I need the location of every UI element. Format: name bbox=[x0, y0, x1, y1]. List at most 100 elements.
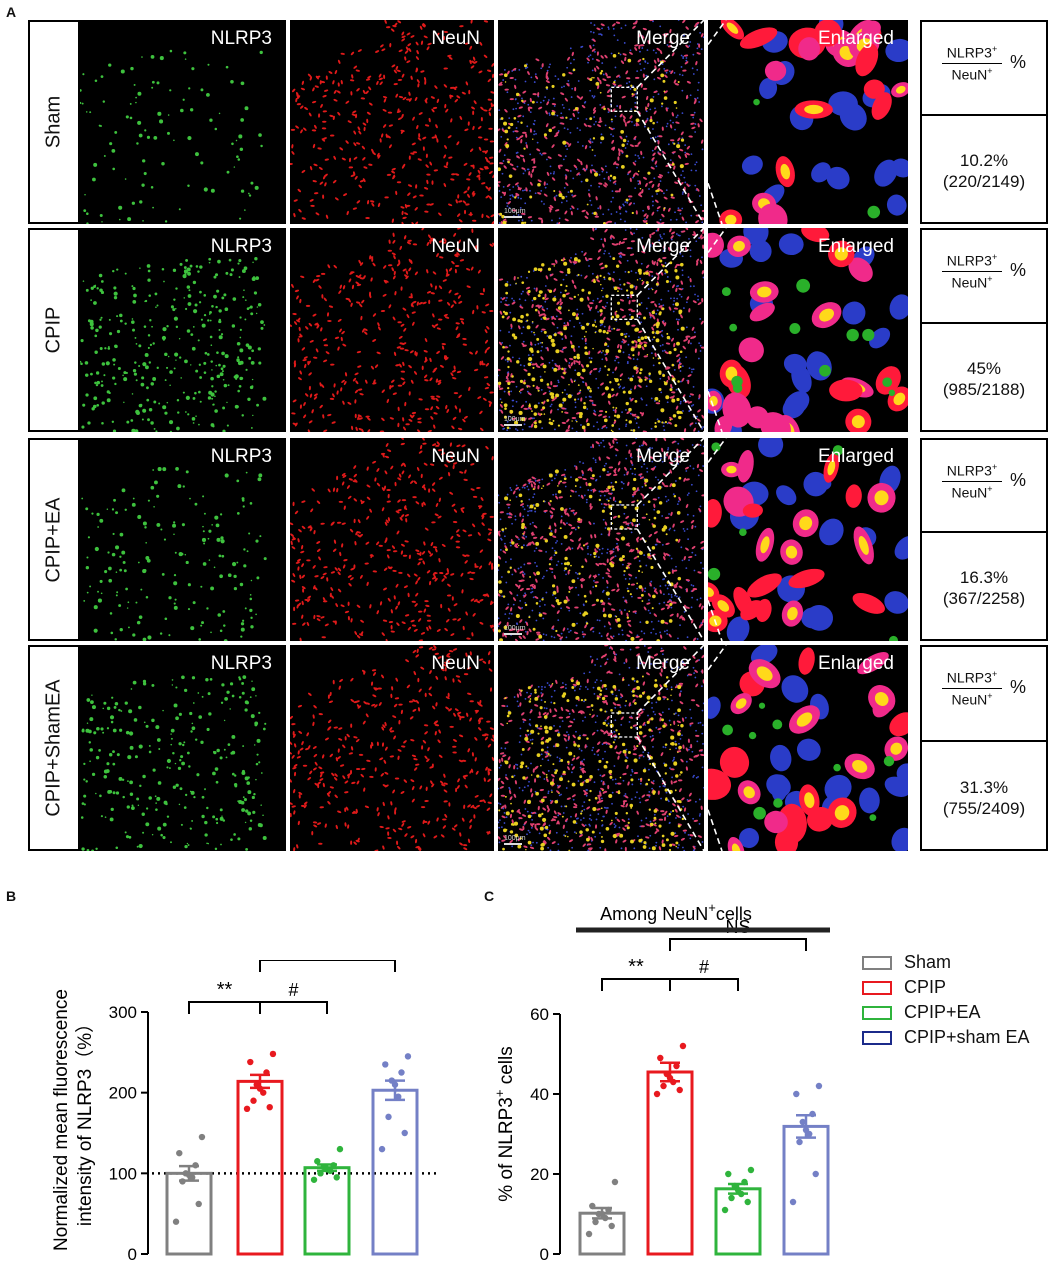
legend-swatch bbox=[862, 1006, 892, 1020]
channel-label: NeuN bbox=[431, 236, 480, 257]
micrograph-texture bbox=[498, 228, 704, 432]
data-point bbox=[605, 1206, 612, 1214]
channel-label: NeuN bbox=[431, 653, 480, 674]
micrograph-texture bbox=[719, 20, 908, 224]
data-point bbox=[602, 1214, 609, 1222]
y-axis-label: intensity of NLRP3（%） bbox=[74, 1014, 96, 1226]
group-label-box: Sham bbox=[28, 20, 80, 224]
data-point bbox=[793, 1090, 800, 1098]
micrograph-texture bbox=[290, 438, 494, 641]
data-point bbox=[660, 1082, 667, 1090]
y-tick-label: 60 bbox=[530, 1005, 549, 1024]
ratio-numerator: NLRP3+ bbox=[942, 252, 1002, 272]
group-label: Sham bbox=[42, 95, 65, 149]
ratio-fraction: NLRP3+ NeuN+ bbox=[942, 669, 1002, 707]
y-axis-label: Normalized mean fluorescence bbox=[51, 989, 72, 1251]
ratio-den-text: NeuN bbox=[951, 66, 988, 83]
ratio-fraction: NLRP3+ NeuN+ bbox=[942, 252, 1002, 290]
ratio-formula-box: NLRP3+ NeuN+% bbox=[920, 228, 1048, 324]
significance-label: # bbox=[699, 957, 709, 977]
bar bbox=[782, 1124, 830, 1256]
y-tick-label: 20 bbox=[530, 1165, 549, 1184]
group-label: CPIP+EA bbox=[42, 496, 65, 583]
ratio-den-sup: + bbox=[987, 273, 993, 284]
micrograph-texture bbox=[290, 228, 494, 432]
data-point bbox=[243, 1105, 251, 1112]
data-point bbox=[812, 1170, 819, 1178]
scale-bar: 100μm bbox=[504, 208, 526, 218]
data-point bbox=[378, 1145, 386, 1153]
merge-image: Merge 100μm bbox=[498, 228, 704, 432]
y-axis-label: % of NLRP3+ cells bbox=[492, 1046, 517, 1201]
micrograph-texture bbox=[498, 438, 704, 641]
data-point bbox=[789, 1198, 797, 1206]
chart-title: Among NeuN+cells bbox=[600, 900, 752, 924]
panel-c-letter: C bbox=[484, 888, 495, 904]
group-label-box: CPIP bbox=[28, 228, 80, 432]
ratio-unit: % bbox=[1010, 260, 1027, 280]
zoom-guide-lines bbox=[708, 645, 727, 851]
micrograph-texture bbox=[498, 20, 704, 224]
ratio-fraction: NLRP3+ NeuN+ bbox=[942, 462, 1002, 500]
ratio-num-sup: + bbox=[991, 44, 998, 54]
channel-label: Merge bbox=[636, 446, 690, 467]
data-point bbox=[738, 1190, 745, 1198]
data-point bbox=[179, 1178, 186, 1185]
ratio-unit: % bbox=[1010, 677, 1027, 697]
y-tick-label: 100 bbox=[109, 1164, 137, 1183]
data-point bbox=[815, 1082, 823, 1090]
data-point bbox=[395, 1093, 402, 1100]
ratio-numerator: NLRP3+ bbox=[942, 669, 1002, 689]
data-point bbox=[385, 1113, 392, 1121]
y-tick-label: 300 bbox=[109, 1003, 137, 1022]
zoom-guide-lines bbox=[708, 228, 727, 432]
channel-label: NeuN bbox=[431, 28, 480, 49]
y-tick-label: 200 bbox=[109, 1084, 137, 1103]
channel-label: Merge bbox=[636, 28, 690, 49]
data-point bbox=[247, 1058, 254, 1066]
legend-label: CPIP+EA bbox=[904, 1002, 981, 1022]
data-point bbox=[266, 1103, 273, 1111]
micrograph-texture bbox=[290, 20, 494, 224]
micrograph-texture bbox=[498, 645, 704, 851]
significance-bracket bbox=[669, 978, 739, 991]
ratio-percent: 45% bbox=[966, 359, 1002, 378]
data-point bbox=[333, 1174, 340, 1181]
data-point bbox=[611, 1178, 619, 1186]
significance-label: ** bbox=[628, 956, 644, 978]
data-point bbox=[269, 1050, 277, 1058]
data-point bbox=[728, 1194, 735, 1202]
data-point bbox=[382, 1061, 389, 1068]
significance-bracket bbox=[188, 1001, 261, 1014]
data-point bbox=[676, 1086, 683, 1094]
ratio-den-sup: + bbox=[987, 483, 993, 494]
scale-bar-label: 100μm bbox=[504, 416, 526, 423]
scale-bar: 100μm bbox=[504, 625, 526, 635]
ratio-formula-box: NLRP3+ NeuN+% bbox=[920, 438, 1048, 533]
ratio-num-text: NLRP3 bbox=[946, 44, 992, 61]
channel-label: Enlarged bbox=[817, 446, 894, 467]
channel-label: NLRP3 bbox=[210, 28, 272, 49]
micrograph-texture bbox=[290, 645, 494, 851]
data-point bbox=[192, 1162, 199, 1169]
legend-label: Sham bbox=[904, 952, 952, 972]
ratio-num-sup: + bbox=[991, 669, 998, 679]
channel-label: NLRP3 bbox=[210, 446, 272, 467]
scale-bar: 100μm bbox=[504, 416, 526, 426]
data-point bbox=[653, 1090, 661, 1098]
data-point bbox=[263, 1069, 270, 1076]
data-point bbox=[741, 1178, 748, 1186]
enlarged-image: Enlarged bbox=[708, 645, 908, 851]
ratio-denominator: NeuN+ bbox=[942, 689, 1002, 708]
legend-label: CPIP bbox=[904, 977, 947, 997]
data-point bbox=[670, 1078, 677, 1086]
ratio-percent: 16.3% bbox=[959, 568, 1009, 587]
ratio-formula-box: NLRP3+ NeuN+% bbox=[920, 20, 1048, 116]
image-row: CPIP+ShamEA NLRP3 NeuN Merge 100μm Enlarged NL… bbox=[28, 645, 1052, 851]
channel-label: Enlarged bbox=[817, 28, 894, 49]
ratio-counts: (985/2188) bbox=[942, 380, 1026, 399]
nlrp3-image: NLRP3 bbox=[80, 228, 286, 432]
data-point bbox=[592, 1218, 599, 1226]
